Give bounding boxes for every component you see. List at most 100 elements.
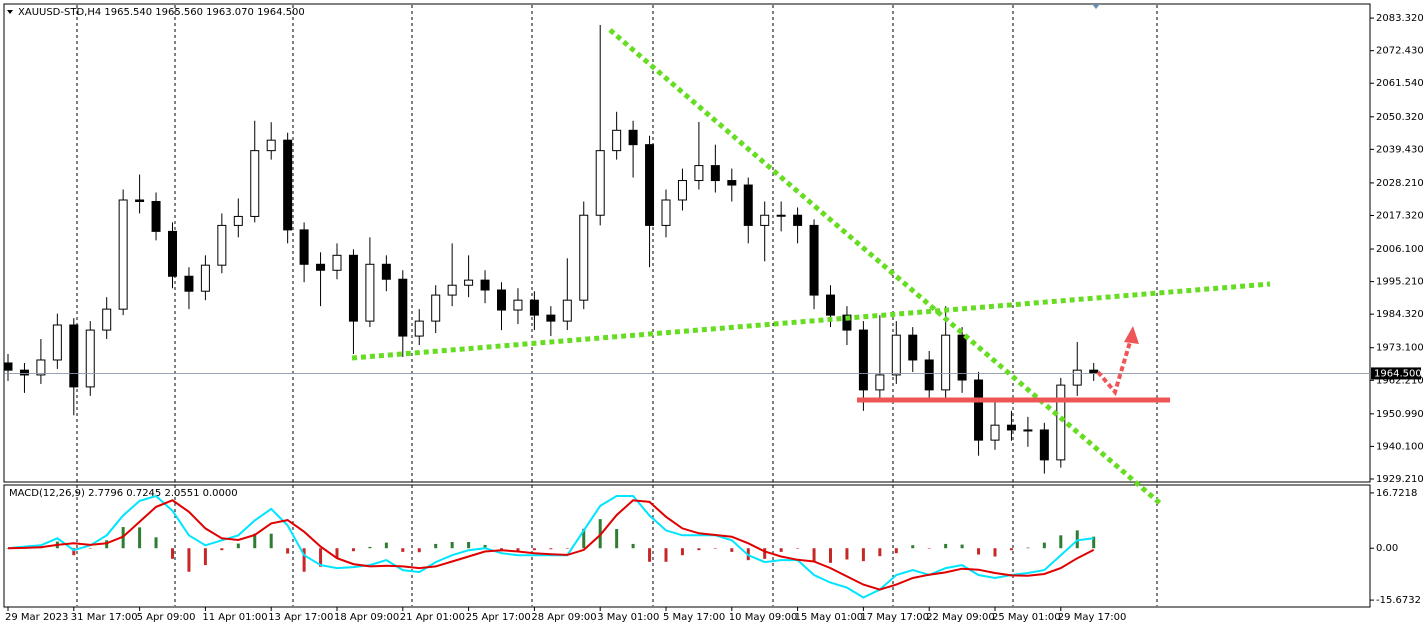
candle-body xyxy=(1056,384,1066,461)
candle-body xyxy=(957,334,967,381)
histogram-bar xyxy=(368,546,372,549)
histogram-bar xyxy=(1092,536,1096,549)
histogram-bar xyxy=(88,548,92,549)
histogram-bar xyxy=(450,541,454,549)
histogram-bar xyxy=(779,548,783,552)
candle-body xyxy=(842,314,852,331)
histogram-bar xyxy=(582,528,586,549)
histogram-bar xyxy=(351,548,355,552)
main-pane xyxy=(3,3,1371,483)
histogram-bar xyxy=(993,548,997,557)
forecast-arrow xyxy=(1096,341,1132,397)
candle-body xyxy=(743,184,753,226)
histogram-bar xyxy=(269,533,273,549)
x-tick-label: 25 Apr 17:00 xyxy=(466,612,531,623)
histogram-bar xyxy=(894,548,898,554)
x-tick-label: 18 Apr 09:00 xyxy=(334,612,399,623)
candle-body xyxy=(826,294,835,316)
candle-body xyxy=(480,279,490,291)
x-tick-label: 17 May 17:00 xyxy=(860,612,929,623)
histogram-bar xyxy=(434,543,438,549)
histogram-bar xyxy=(944,543,948,549)
histogram-bar xyxy=(467,541,471,549)
candle-body xyxy=(135,199,145,202)
candle-body xyxy=(974,379,984,441)
histogram-bar xyxy=(927,548,931,549)
candle-body xyxy=(151,200,161,232)
candle-body xyxy=(776,214,786,217)
y-tick-label: 1950.990 xyxy=(1376,409,1424,420)
x-tick-label: 3 May 01:00 xyxy=(597,612,659,623)
candle-body xyxy=(36,359,46,376)
annotations xyxy=(351,28,1271,507)
candle-body xyxy=(924,359,934,391)
candle-body xyxy=(19,369,29,376)
candle-body xyxy=(332,254,342,271)
histogram-bar xyxy=(878,548,882,557)
candle-body xyxy=(217,224,227,266)
candle-body xyxy=(628,129,638,146)
y-tick-label: 1940.100 xyxy=(1376,441,1424,452)
histogram-bar xyxy=(763,548,767,559)
histogram-bar xyxy=(960,544,964,549)
candle-body xyxy=(694,165,704,182)
candle-body xyxy=(184,275,194,292)
candle-body xyxy=(168,230,177,277)
candle-body xyxy=(447,284,457,296)
candle-body xyxy=(85,329,95,388)
histogram-bar xyxy=(286,548,290,554)
histogram-bar xyxy=(565,548,569,549)
y-tick-label: 2050.320 xyxy=(1376,112,1424,123)
histogram-bar xyxy=(335,548,339,559)
x-tick-label: 11 Apr 01:00 xyxy=(202,612,267,623)
x-tick-label: 5 May 17:00 xyxy=(663,612,725,623)
candle-body xyxy=(793,214,803,226)
candle-body xyxy=(266,139,276,152)
candle-body xyxy=(69,324,79,388)
y-tick-label: 1962.210 xyxy=(1376,375,1424,386)
trendline-down xyxy=(608,28,1164,507)
histogram-bar xyxy=(483,544,487,549)
histogram-bar xyxy=(302,548,306,572)
trendline-up xyxy=(351,281,1271,361)
candle-body xyxy=(118,199,128,310)
candle-body xyxy=(727,180,737,186)
current-price-label: 1964.500 xyxy=(1374,368,1422,379)
candle-body xyxy=(710,165,720,182)
candle-body xyxy=(595,150,605,216)
macd-line xyxy=(7,499,1095,591)
x-tick-label: 10 May 09:00 xyxy=(729,612,798,623)
histogram-bar xyxy=(401,548,405,552)
x-tick-label: 31 Mar 17:00 xyxy=(71,612,138,623)
candle-body xyxy=(529,299,539,316)
histogram-bar xyxy=(1026,547,1030,549)
current-price-box xyxy=(1371,367,1421,380)
histogram-bar xyxy=(1009,548,1013,551)
y-tick-label: 2028.210 xyxy=(1376,178,1424,189)
x-tick-label: 22 May 09:00 xyxy=(926,612,995,623)
x-tick-label: 15 May 01:00 xyxy=(795,612,864,623)
histogram-bar xyxy=(319,548,323,567)
histogram-bar xyxy=(203,548,207,566)
histogram-bar xyxy=(812,548,816,562)
histogram-bar xyxy=(977,548,981,555)
histogram-bar xyxy=(154,537,158,549)
candle-body xyxy=(398,278,408,337)
arrow-head xyxy=(1124,326,1139,344)
candle-body xyxy=(1089,369,1099,374)
candle-body xyxy=(875,374,885,391)
candle-body xyxy=(316,263,326,271)
vertical-grid xyxy=(76,5,1158,606)
histogram-bar xyxy=(648,548,652,562)
histogram-bar xyxy=(631,543,635,549)
y-tick-label: 1973.100 xyxy=(1376,343,1424,354)
candle-body xyxy=(612,129,622,152)
candle-body xyxy=(1072,369,1082,386)
candle-body xyxy=(546,314,556,322)
candle-body xyxy=(381,263,391,280)
histogram-bar xyxy=(861,548,865,562)
histogram-bar xyxy=(697,548,701,551)
candle-body xyxy=(348,254,358,322)
candle-body xyxy=(233,215,243,226)
candle-body xyxy=(941,334,951,391)
